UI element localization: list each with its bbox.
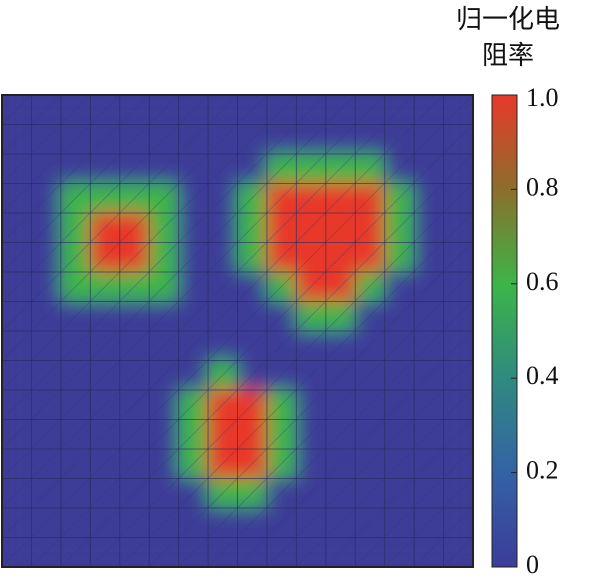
colorbar-tick-label: 0 [526,550,539,579]
plot-border [1,94,474,568]
colorbar-tick-label: 0.8 [526,172,559,201]
colorbar [491,94,518,568]
colorbar-label: 归一化电阻率 [455,5,560,71]
heatmap [2,95,473,567]
colorbar-tick-label: 0.2 [526,456,559,485]
colorbar-tick-label: 0.6 [526,267,559,296]
colorbar-tick-label: 0.4 [526,361,559,390]
colorbar-tick-label: 1.0 [526,83,559,112]
mesh [2,95,473,567]
colorbar-ticks: 0 0.2 0.4 0.6 0.8 1.0 [511,83,559,579]
